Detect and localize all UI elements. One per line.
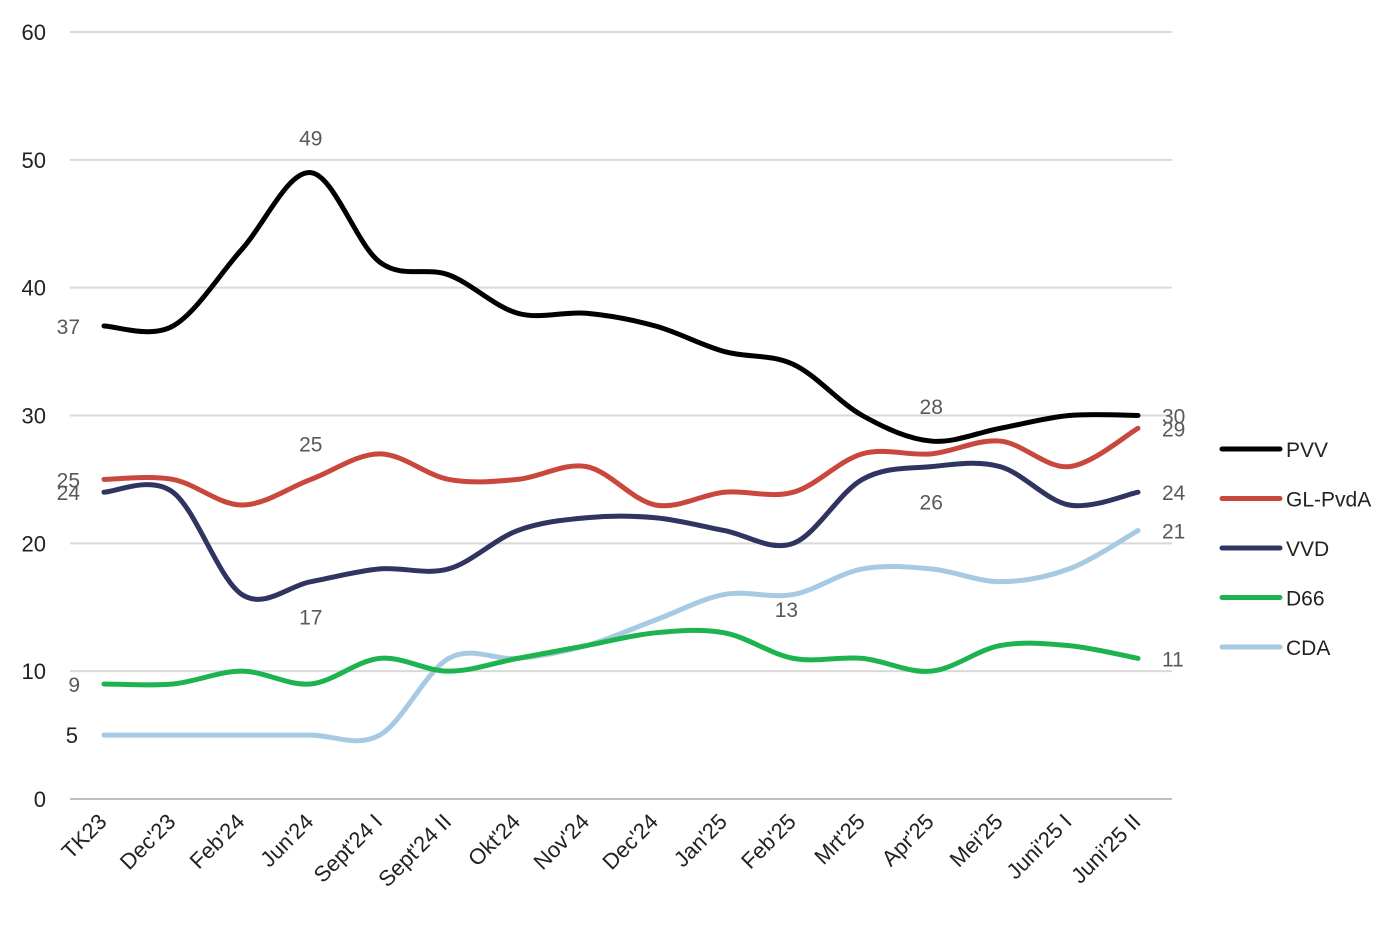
data-label-pvv: 49 <box>299 128 322 151</box>
data-label-cda: 21 <box>1162 521 1185 544</box>
data-label-vvd: 24 <box>1162 482 1186 505</box>
data-label-d66: 11 <box>1162 648 1184 671</box>
x-tick-label: TK23 <box>57 809 112 864</box>
y-tick-label: 10 <box>22 659 46 684</box>
y-tick-label: 20 <box>22 531 46 556</box>
data-label-pvv: 30 <box>1162 406 1185 429</box>
x-tick-label: Feb'24 <box>185 809 250 874</box>
legend-label-gl-pvda: GL-PvdA <box>1286 489 1371 512</box>
series-line-gl-pvda <box>101 425 1141 509</box>
x-tick-label: Jan'25 <box>669 809 732 872</box>
y-axis: 0 10 20 30 40 50 60 5 <box>22 20 78 812</box>
legend-label-cda: CDA <box>1286 637 1330 660</box>
x-tick-label: Feb'25 <box>736 809 801 874</box>
gridlines <box>70 31 1172 800</box>
x-tick-label: Dec'23 <box>115 809 181 875</box>
y-tick-label: 0 <box>34 787 46 812</box>
legend-label-d66: D66 <box>1286 588 1325 611</box>
data-labels: 37 49 28 30 25 25 29 24 17 26 24 9 13 11 21 <box>57 128 1186 697</box>
series-line-cda <box>101 528 1141 744</box>
data-label-gl-pvda: 29 <box>1162 418 1185 441</box>
x-tick-label: Okt'24 <box>463 809 525 871</box>
data-label-gl-pvda: 25 <box>299 433 322 456</box>
y-tick-label: 5 <box>66 723 78 748</box>
data-label-vvd: 17 <box>299 607 322 630</box>
x-tick-label: Jun'24 <box>255 809 318 872</box>
legend-label-pvv: PVV <box>1286 439 1328 462</box>
y-tick-label: 60 <box>22 20 46 45</box>
series-line-d66 <box>101 627 1141 688</box>
x-tick-label: Juni'25 II <box>1066 809 1145 888</box>
data-label-pvv: 28 <box>920 396 943 419</box>
data-label-vvd: 24 <box>57 482 81 505</box>
legend: PVV GL-PvdA VVD D66 CDA <box>1219 439 1371 660</box>
data-label-d66: 13 <box>775 599 798 622</box>
x-tick-label: Juni'25 I <box>1001 809 1076 884</box>
y-tick-label: 40 <box>22 276 46 301</box>
data-label-pvv: 37 <box>57 316 80 339</box>
x-tick-label: Mrt'25 <box>809 809 869 869</box>
x-tick-label: Sept'24 II <box>373 809 456 892</box>
y-tick-label: 30 <box>22 404 46 429</box>
x-tick-label: Mei'25 <box>945 809 1008 872</box>
y-tick-label: 50 <box>22 148 46 173</box>
legend-label-vvd: VVD <box>1286 538 1329 561</box>
series-line-pvv <box>101 170 1141 444</box>
x-tick-label: Apr'25 <box>877 809 939 871</box>
data-label-gl-pvda: 25 <box>57 469 80 492</box>
x-tick-label: Nov'24 <box>528 809 594 875</box>
series-line-vvd <box>101 460 1141 602</box>
data-label-d66: 9 <box>68 674 80 697</box>
series-lines <box>101 170 1141 744</box>
data-label-vvd: 26 <box>920 492 943 515</box>
x-tick-label: Dec'24 <box>597 809 663 875</box>
